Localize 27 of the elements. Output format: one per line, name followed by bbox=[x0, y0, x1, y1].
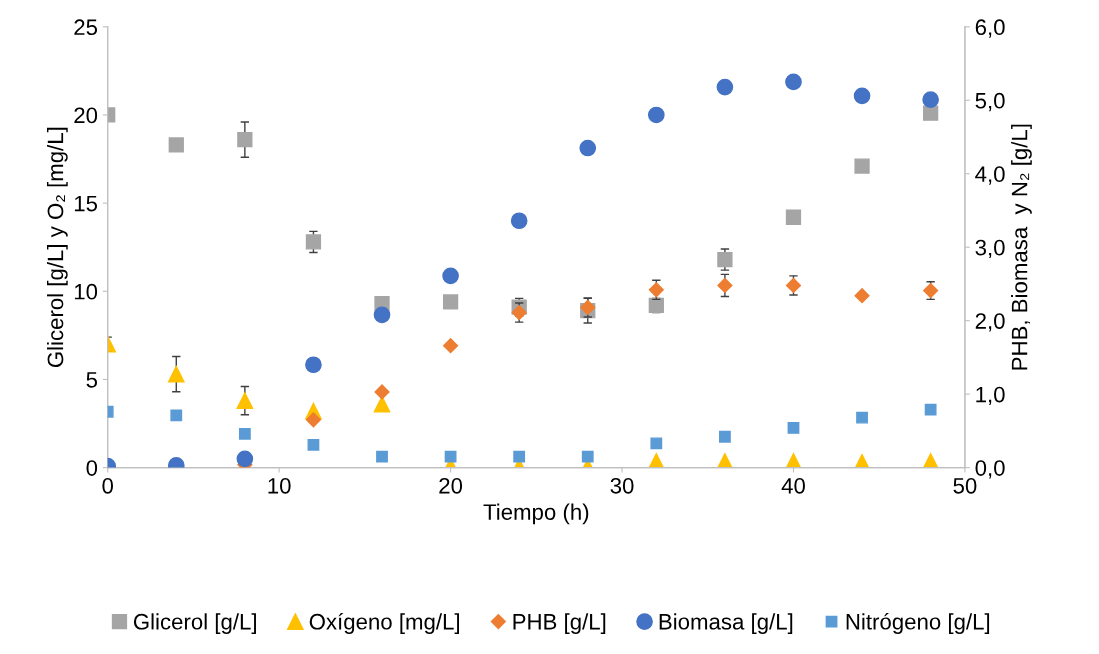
y2-tick-label: 1,0 bbox=[976, 386, 1005, 406]
y2-axis-title: PHB, Biomasa y N₂ [g/L] bbox=[1011, 124, 1032, 370]
x-tick-label: 40 bbox=[781, 477, 805, 494]
y-axis-title: Glicerol [g/L] y O₂ [mg/L] bbox=[46, 127, 68, 368]
y-tick-label: 20 bbox=[74, 107, 98, 124]
y2-tick-label: 4,0 bbox=[975, 166, 1005, 185]
legend-label: Oxígeno [mg/L] bbox=[309, 613, 459, 634]
x-tick-label: 20 bbox=[439, 477, 463, 494]
y-tick-label: 5 bbox=[86, 372, 98, 388]
x-tick-label: 30 bbox=[610, 477, 634, 494]
legend-label: Glicerol [g/L] bbox=[133, 613, 256, 634]
y2-tick-label: 2,0 bbox=[975, 313, 1005, 332]
y2-tick-label: 3,0 bbox=[975, 239, 1005, 259]
x-axis-title: Tiempo (h) bbox=[483, 503, 589, 525]
x-tick-label: 10 bbox=[268, 477, 291, 494]
y2-tick-label: 5,0 bbox=[975, 92, 1005, 112]
y-tick-label: 0 bbox=[86, 460, 98, 476]
y-tick-label: 15 bbox=[74, 195, 98, 212]
legend-label: Biomasa [g/L] bbox=[659, 613, 793, 634]
x-tick-label: 0 bbox=[102, 477, 114, 494]
legend-label: PHB [g/L] bbox=[513, 613, 606, 634]
y2-tick-label: 6,0 bbox=[975, 19, 1005, 38]
y-tick-label: 10 bbox=[74, 283, 98, 300]
y-tick-label: 25 bbox=[74, 19, 98, 36]
y2-tick-label: 0,0 bbox=[975, 460, 1005, 479]
legend-label: Nitrógeno [g/L] bbox=[846, 613, 990, 634]
x-tick-label: 50 bbox=[953, 477, 977, 494]
